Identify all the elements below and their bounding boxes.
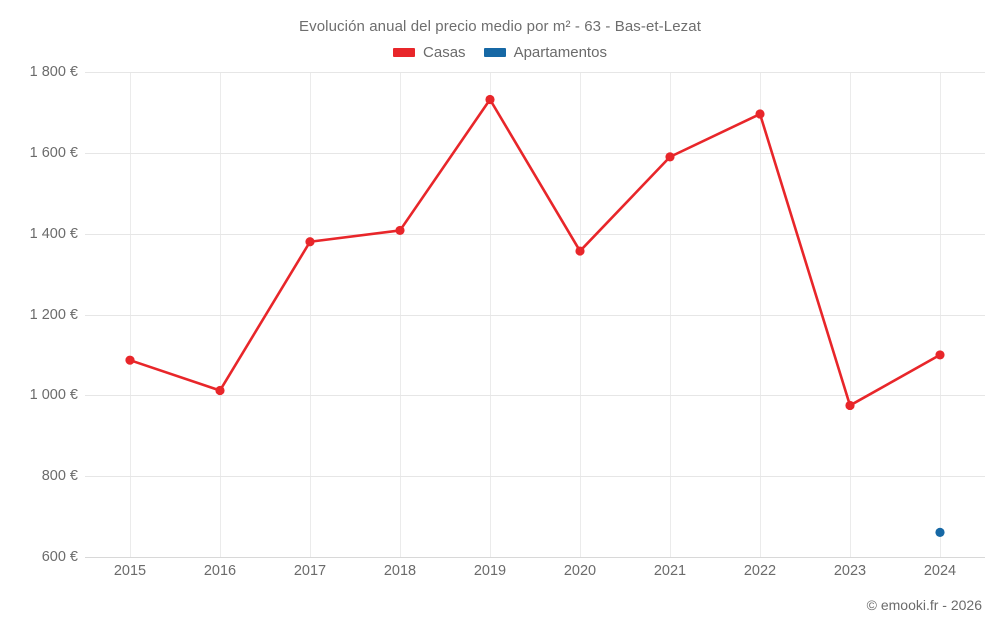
x-axis-labels: 2015 2016 2017 2018 2019 2020 2021 2022 2023 2024: [85, 563, 985, 587]
legend-item-apartamentos[interactable]: Apartamentos: [483, 44, 607, 61]
y-axis-tick-label: 1 000 €: [29, 387, 78, 404]
data-point[interactable]: [305, 237, 315, 247]
chart-legend: Casas Apartamentos: [0, 44, 1000, 61]
legend-swatch-casas: [393, 48, 416, 57]
y-axis-tick-label: 1 200 €: [29, 306, 78, 323]
x-axis-tick-label: 2016: [203, 563, 237, 579]
legend-label-apartamentos: Apartamentos: [513, 44, 607, 61]
legend-item-casas[interactable]: Casas: [393, 44, 466, 61]
data-point[interactable]: [845, 400, 855, 411]
plot-area: [85, 72, 985, 558]
data-point[interactable]: [935, 527, 945, 537]
y-axis-tick-label: 600 €: [41, 549, 78, 565]
gridline-vertical: [850, 72, 851, 557]
legend-label-casas: Casas: [423, 44, 466, 61]
data-point[interactable]: [575, 246, 585, 256]
gridline-vertical: [130, 72, 131, 557]
gridline-vertical: [940, 72, 941, 557]
x-axis-tick-label: 2017: [293, 563, 327, 579]
x-axis-tick-label: 2020: [563, 563, 597, 579]
x-axis-tick-label: 2015: [113, 563, 147, 579]
gridline-vertical: [490, 72, 491, 557]
legend-swatch-apartamentos: [483, 48, 506, 57]
gridline-horizontal: [85, 476, 985, 477]
gridline-horizontal: [85, 234, 985, 235]
series-line-casas: [128, 98, 942, 407]
y-axis-tick-label: 800 €: [41, 468, 78, 485]
y-axis-labels: 600 € 800 € 1 000 € 1 200 € 1 400 € 1 600 € 1 …: [0, 64, 78, 565]
gridline-vertical: [580, 72, 581, 557]
x-axis-tick-label: 2021: [653, 563, 687, 579]
gridline-horizontal: [85, 395, 985, 396]
data-point[interactable]: [395, 225, 405, 236]
chart-title: Evolución anual del precio medio por m² …: [299, 18, 701, 35]
gridline-horizontal: [85, 72, 985, 73]
gridline-horizontal: [85, 153, 985, 154]
gridline-vertical: [670, 72, 671, 557]
gridline-vertical: [310, 72, 311, 557]
x-axis-tick-label: 2019: [473, 563, 507, 579]
data-point[interactable]: [755, 109, 765, 119]
footer-credit: © emooki.fr - 2026: [866, 597, 982, 613]
y-axis-tick-label: 1 600 €: [29, 144, 78, 161]
gridline-vertical: [400, 72, 401, 557]
x-axis-baseline: [85, 557, 985, 558]
gridline-horizontal: [85, 315, 985, 316]
x-axis-tick-label: 2022: [743, 563, 777, 579]
x-axis-tick-label: 2024: [923, 563, 957, 579]
data-point[interactable]: [935, 350, 945, 360]
y-axis-tick-label: 1 400 €: [29, 225, 78, 242]
data-point[interactable]: [125, 355, 135, 365]
x-axis-tick-label: 2018: [383, 563, 417, 579]
gridline-vertical: [220, 72, 221, 557]
data-point[interactable]: [665, 152, 675, 162]
x-axis-tick-label: 2023: [833, 563, 867, 579]
y-axis-tick-label: 1 800 €: [29, 64, 78, 80]
data-point[interactable]: [215, 385, 225, 396]
gridline-vertical: [760, 72, 761, 557]
data-point[interactable]: [485, 94, 495, 105]
series-layer: [125, 94, 945, 537]
